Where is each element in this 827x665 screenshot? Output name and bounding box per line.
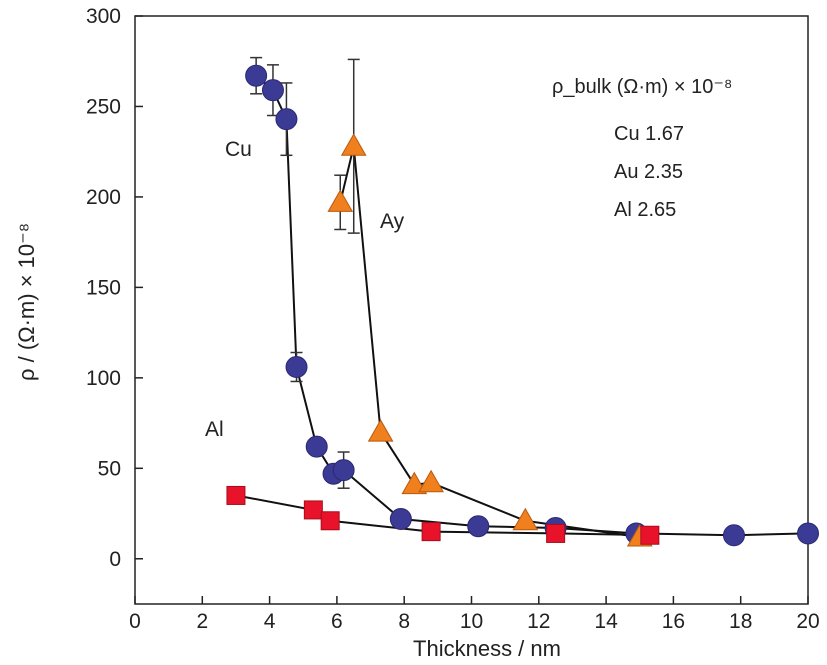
point-cu <box>389 507 412 530</box>
x-tick-label: 6 <box>331 610 343 633</box>
x-tick-label: 14 <box>594 610 618 633</box>
series-label-al: Al <box>205 418 224 441</box>
point-al <box>226 485 246 505</box>
legend-value-au: Au 2.35 <box>614 161 683 183</box>
series-line-al <box>235 494 650 537</box>
point-cu <box>285 355 308 378</box>
x-tick-label: 2 <box>196 610 208 633</box>
series-lines <box>235 74 809 539</box>
point-cu <box>245 64 268 87</box>
legend-value-cu: Cu 1.67 <box>614 123 684 145</box>
x-tick-label: 18 <box>729 610 752 633</box>
point-cu <box>275 108 298 131</box>
x-axis: 0 2 4 6 8 10 12 14 16 18 20 <box>129 596 820 633</box>
x-tick-label: 0 <box>129 610 141 633</box>
point-ay <box>401 471 428 495</box>
x-axis-label: Thickness / nm <box>413 636 561 661</box>
series-label-ay: Ay <box>380 210 405 233</box>
point-ay <box>367 419 394 442</box>
y-tick-label: 300 <box>86 5 121 28</box>
point-ay <box>327 189 354 212</box>
point-cu <box>305 435 328 458</box>
series-line-ay <box>339 146 640 539</box>
point-cu <box>722 524 745 547</box>
data-points <box>226 64 819 547</box>
y-axis: 0 50 100 150 200 250 300 <box>86 5 143 571</box>
x-tick-label: 16 <box>662 610 685 633</box>
point-cu <box>797 522 819 545</box>
point-al <box>421 522 441 542</box>
x-tick-label: 20 <box>796 610 819 633</box>
y-axis-label: ρ / (Ω·m) × 10⁻⁸ <box>14 223 39 381</box>
legend-title: ρ_bulk (Ω·m) × 10⁻⁸ <box>552 76 732 98</box>
plot-frame <box>134 15 809 605</box>
point-cu <box>332 459 355 482</box>
point-al <box>640 525 660 545</box>
y-tick-label: 100 <box>86 367 121 390</box>
y-tick-label: 0 <box>109 548 121 571</box>
point-ay <box>418 469 444 493</box>
point-cu <box>261 79 284 102</box>
error-bars <box>250 56 360 489</box>
x-tick-label: 12 <box>527 610 550 633</box>
point-al <box>303 500 323 520</box>
series-label-cu: Cu <box>225 138 252 161</box>
y-tick-label: 50 <box>98 457 121 480</box>
point-ay <box>512 507 539 531</box>
x-tick-label: 8 <box>398 610 410 633</box>
legend-value-al: Al 2.65 <box>614 199 676 221</box>
x-tick-label: 4 <box>264 610 276 633</box>
point-ay <box>340 133 367 156</box>
point-cu <box>467 515 490 538</box>
y-tick-label: 200 <box>86 186 121 209</box>
y-tick-label: 150 <box>86 276 121 299</box>
point-al <box>320 511 340 531</box>
point-al <box>546 523 566 543</box>
y-tick-label: 250 <box>86 95 121 118</box>
x-tick-label: 10 <box>460 610 483 633</box>
